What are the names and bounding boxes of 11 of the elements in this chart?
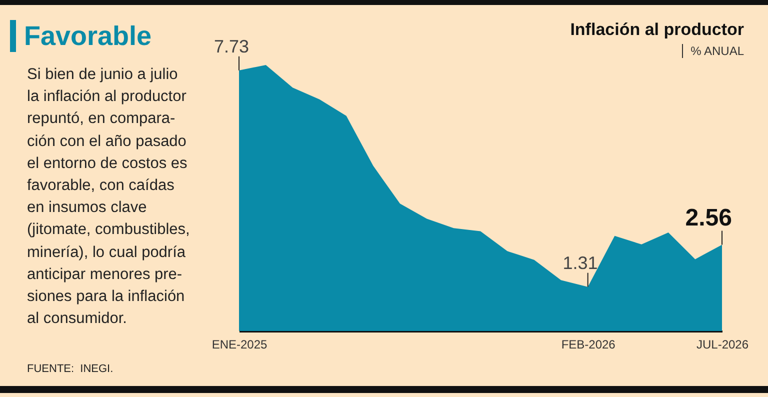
y-axis-title: % ANUAL [682, 44, 744, 58]
source-note: FUENTE: INEGI. [27, 363, 114, 375]
x-tick-label: JUL-2026 [696, 338, 749, 352]
text: Si bien de junio a julio la inflación al productor repuntó, en compara- ción con el año pasado el entorno de costos es favorable, con caídas en insumos clave (jitomate, combustibles, minería), lo cual podría anticipar menores pre- siones para la inflación al consumidor. [27, 66, 190, 328]
x-tick-label: ENE-2025 [212, 338, 268, 352]
data-label: 1.31 [562, 252, 598, 273]
x-tick-label: FEB-2026 [561, 338, 616, 352]
data-label: 2.56 [685, 204, 732, 232]
chart-title: Favorable [10, 20, 152, 52]
chart-subtitle: Inflación al productor [570, 20, 744, 40]
data-label: 7.73 [214, 36, 249, 56]
